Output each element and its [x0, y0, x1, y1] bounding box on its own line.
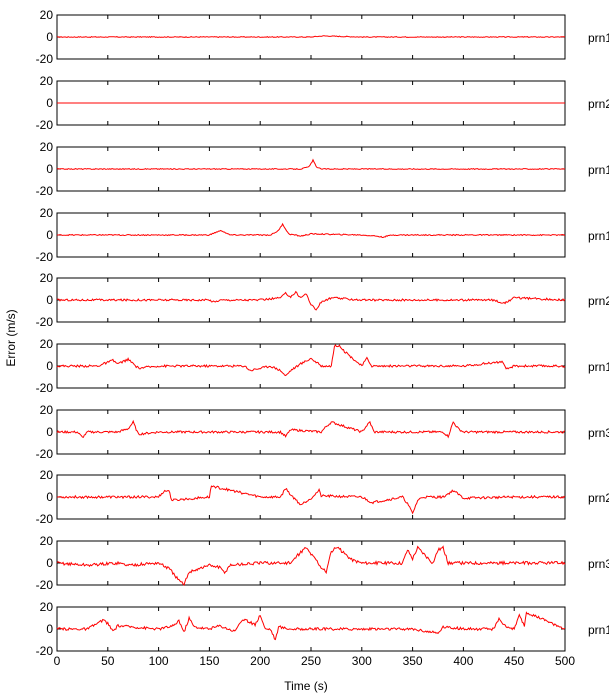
panel-frame — [56, 343, 566, 389]
panel-prn28: -20 0 20 prn28 — [36, 468, 609, 526]
y-tick-label: -20 — [36, 52, 54, 66]
series-label-prn32: prn32 — [588, 426, 609, 440]
y-tick-label: 20 — [40, 271, 54, 285]
y-tick-label: 0 — [46, 425, 53, 439]
series-label-prn31: prn31 — [588, 557, 609, 571]
series-label-prn23: prn23 — [588, 294, 609, 308]
panel-prn1: -20 0 20 prn1 — [36, 140, 609, 198]
panel-prn32: -20 0 20 prn32 — [36, 403, 609, 461]
series-label-prn1: prn1 — [588, 163, 609, 177]
series-label-prn19: prn19 — [588, 623, 609, 637]
y-tick-label: 20 — [40, 534, 54, 548]
y-tick-label: -20 — [36, 644, 54, 658]
y-tick-label: -20 — [36, 118, 54, 132]
series-label-prn14: prn14 — [588, 360, 609, 374]
y-tick-label: -20 — [36, 512, 54, 526]
x-tick-label: 500 — [555, 654, 575, 668]
y-tick-label: 0 — [46, 359, 53, 373]
y-tick-label: -20 — [36, 447, 54, 461]
panel-prn31: -20 0 20 prn31 — [36, 534, 609, 592]
y-tick-label: 20 — [40, 468, 54, 482]
series-label-prn11: prn11 — [588, 31, 609, 45]
series-line-prn1 — [56, 158, 566, 171]
x-tick-label: 350 — [403, 654, 423, 668]
series-line-prn31 — [56, 545, 566, 586]
x-tick-label: 50 — [101, 654, 115, 668]
x-tick-label: 450 — [504, 654, 524, 668]
x-tick-label: 300 — [352, 654, 372, 668]
y-tick-label: 0 — [46, 293, 53, 307]
x-tick-label: 250 — [301, 654, 321, 668]
series-line-prn17 — [56, 222, 565, 238]
y-tick-label: 0 — [46, 556, 53, 570]
y-tick-label: 20 — [40, 74, 54, 88]
series-line-prn23 — [56, 290, 566, 311]
y-tick-label: 20 — [40, 600, 54, 614]
x-tick-label: 0 — [54, 654, 61, 668]
y-tick-label: 0 — [46, 30, 53, 44]
panel-prn11: -20 0 20 prn11 — [36, 8, 609, 66]
y-tick-label: 20 — [40, 8, 54, 22]
panels-group: -20 0 20 prn11 -20 0 20 prn20 -20 0 20 prn1 -20 0 20 pr… — [36, 8, 609, 658]
y-tick-label: -20 — [36, 578, 54, 592]
y-axis-label: Error (m/s) — [4, 309, 18, 366]
series-label-prn20: prn20 — [588, 97, 609, 111]
y-tick-label: -20 — [36, 250, 54, 264]
series-line-prn19 — [56, 611, 565, 641]
x-tick-labels: 0 50 100 150 200 250 300 350 400 450 500 — [54, 654, 576, 668]
y-tick-label: 20 — [40, 403, 54, 417]
y-tick-label: 0 — [46, 228, 53, 242]
panel-prn23: -20 0 20 prn23 — [36, 271, 609, 329]
y-tick-label: 0 — [46, 490, 53, 504]
series-label-prn17: prn17 — [588, 229, 609, 243]
series-line-prn14 — [56, 344, 566, 377]
y-tick-label: 20 — [40, 140, 54, 154]
y-tick-label: 20 — [40, 206, 54, 220]
y-tick-label: 0 — [46, 96, 53, 110]
series-line-prn28 — [57, 485, 566, 515]
x-tick-label: 100 — [149, 654, 169, 668]
panel-prn19: -20 0 20 prn19 — [36, 600, 609, 658]
series-line-prn11 — [57, 35, 566, 39]
series-label-prn28: prn28 — [588, 491, 609, 505]
y-tick-label: -20 — [36, 315, 54, 329]
series-line-prn32 — [56, 419, 566, 439]
y-tick-label: 20 — [40, 337, 54, 351]
y-tick-label: -20 — [36, 184, 54, 198]
y-tick-label: 0 — [46, 162, 53, 176]
x-axis-label: Time (s) — [284, 679, 328, 693]
y-tick-label: 0 — [46, 622, 53, 636]
panel-prn17: -20 0 20 prn17 — [36, 206, 609, 264]
panel-prn14: -20 0 20 prn14 — [36, 337, 609, 395]
x-tick-label: 150 — [199, 654, 219, 668]
x-tick-label: 400 — [453, 654, 473, 668]
y-tick-label: -20 — [36, 381, 54, 395]
panel-prn20: -20 0 20 prn20 — [36, 74, 609, 132]
x-tick-label: 200 — [250, 654, 270, 668]
